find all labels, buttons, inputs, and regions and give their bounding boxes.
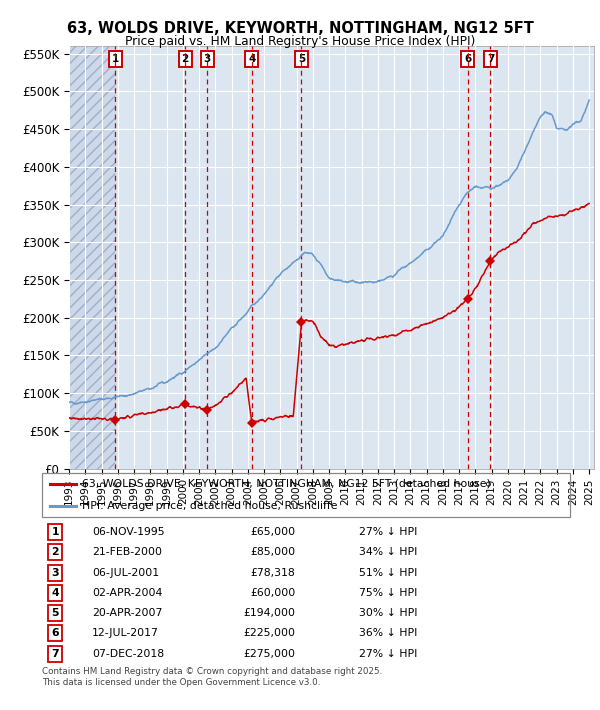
Text: HPI: Average price, detached house, Rushcliffe: HPI: Average price, detached house, Rush… (82, 501, 337, 511)
Text: 02-APR-2004: 02-APR-2004 (92, 588, 163, 598)
Text: 30% ↓ HPI: 30% ↓ HPI (359, 608, 418, 618)
Text: 21-FEB-2000: 21-FEB-2000 (92, 547, 162, 557)
Text: £225,000: £225,000 (244, 628, 295, 638)
Text: 3: 3 (203, 54, 211, 64)
Text: 51% ↓ HPI: 51% ↓ HPI (359, 567, 417, 577)
Text: 3: 3 (52, 567, 59, 577)
Text: 07-DEC-2018: 07-DEC-2018 (92, 649, 164, 659)
Text: £194,000: £194,000 (244, 608, 295, 618)
Text: £85,000: £85,000 (250, 547, 295, 557)
Text: 06-NOV-1995: 06-NOV-1995 (92, 527, 165, 537)
Text: £60,000: £60,000 (250, 588, 295, 598)
Text: 7: 7 (52, 649, 59, 659)
Text: 4: 4 (52, 588, 59, 598)
Text: 2: 2 (52, 547, 59, 557)
Text: £78,318: £78,318 (251, 567, 295, 577)
Text: 7: 7 (487, 54, 494, 64)
Text: 2: 2 (181, 54, 188, 64)
Text: 20-APR-2007: 20-APR-2007 (92, 608, 163, 618)
Bar (69, 46, 115, 469)
Text: 6: 6 (464, 54, 472, 64)
Text: 36% ↓ HPI: 36% ↓ HPI (359, 628, 417, 638)
Text: Price paid vs. HM Land Registry's House Price Index (HPI): Price paid vs. HM Land Registry's House … (125, 36, 475, 48)
Text: Contains HM Land Registry data © Crown copyright and database right 2025.
This d: Contains HM Land Registry data © Crown c… (42, 667, 382, 687)
Bar (69, 46, 115, 469)
Text: 63, WOLDS DRIVE, KEYWORTH, NOTTINGHAM, NG12 5FT (detached house): 63, WOLDS DRIVE, KEYWORTH, NOTTINGHAM, N… (82, 479, 490, 489)
Text: 1: 1 (112, 54, 119, 64)
Text: 27% ↓ HPI: 27% ↓ HPI (359, 649, 417, 659)
Text: 12-JUL-2017: 12-JUL-2017 (92, 628, 159, 638)
Text: 6: 6 (52, 628, 59, 638)
Text: £275,000: £275,000 (244, 649, 295, 659)
Text: 34% ↓ HPI: 34% ↓ HPI (359, 547, 417, 557)
Text: 4: 4 (248, 54, 256, 64)
Text: 06-JUL-2001: 06-JUL-2001 (92, 567, 159, 577)
Text: £65,000: £65,000 (250, 527, 295, 537)
Text: 1: 1 (52, 527, 59, 537)
Text: 5: 5 (298, 54, 305, 64)
Text: 63, WOLDS DRIVE, KEYWORTH, NOTTINGHAM, NG12 5FT: 63, WOLDS DRIVE, KEYWORTH, NOTTINGHAM, N… (67, 21, 533, 36)
Text: 75% ↓ HPI: 75% ↓ HPI (359, 588, 417, 598)
Text: 5: 5 (52, 608, 59, 618)
Text: 27% ↓ HPI: 27% ↓ HPI (359, 527, 417, 537)
